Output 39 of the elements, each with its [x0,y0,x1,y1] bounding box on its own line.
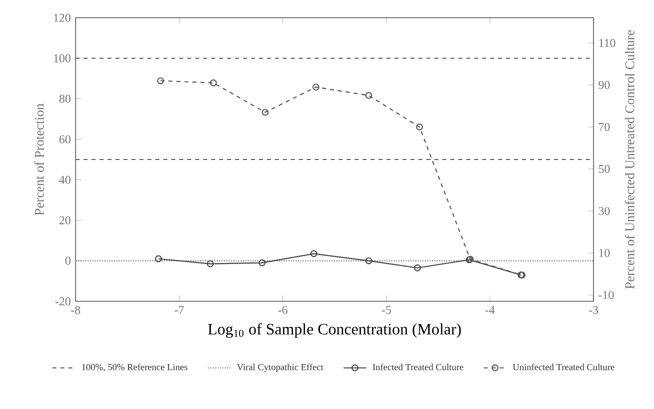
y2-tick-label: 30 [598,206,610,216]
point [312,84,320,91]
point [416,124,423,130]
point [210,79,217,86]
point [310,250,318,258]
y2-axis-title: Percent of Uninfected Untreated Control Culture [624,30,634,289]
y2-tick-label: 50 [598,164,610,174]
legend-label: Uninfected Treated Culture [512,364,614,370]
x-tick-label: -6 [278,306,288,314]
point [365,92,372,99]
y2-tick-label: 110 [599,38,616,47]
point [157,77,164,84]
y-tick-label: 60 [59,135,70,144]
y-tick-label: -20 [55,297,70,306]
y-tick-label: 120 [54,14,70,22]
y-tick-label: 80 [59,94,70,103]
y2-tick-label: -10 [598,290,614,300]
x-tick-label: -4 [485,306,495,314]
x-tick-label: -8 [71,306,80,314]
y2-tick-label: 90 [598,80,610,89]
point [206,260,214,268]
legend-label: Viral Cytopathic Effect [236,364,324,372]
legend-label: 100%, 50% Reference Lines [82,364,188,372]
x-tick-label: -3 [588,306,598,314]
y-tick-label: 0 [65,256,70,265]
x-tick-label: -7 [174,306,184,314]
point [262,108,269,116]
y-axis-title: Percent of Protection [34,104,44,216]
y-tick-label: 100 [54,54,70,62]
x-axis-title: Log$_{10}$ of Sample Concentration (Molar) [208,323,461,338]
y-tick-label: 40 [59,176,70,184]
y2-tick-label: 10 [599,248,610,258]
point [414,264,421,272]
y2-tick-label: 70 [599,122,610,131]
point [258,259,266,266]
x-tick-label: -5 [382,306,391,314]
y-tick-label: 20 [59,216,70,224]
point [365,257,372,264]
legend-label: Infected Treated Culture [372,364,464,370]
